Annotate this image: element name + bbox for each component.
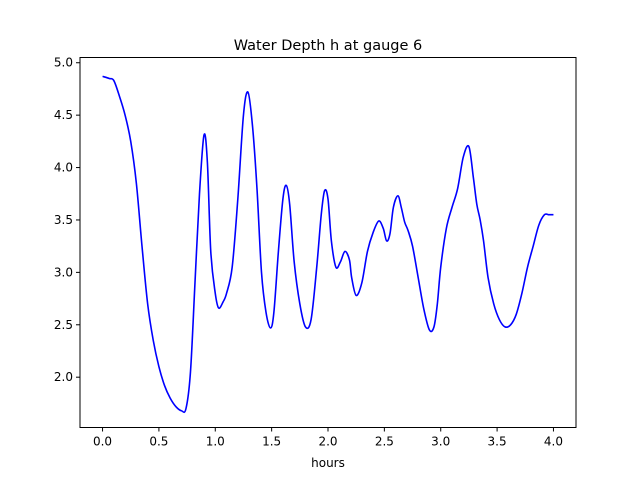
- x-tick-label: 3.0: [431, 435, 450, 449]
- y-tick-label: 5.0: [54, 56, 73, 70]
- y-axis-ticks: 2.0 2.5 3.0 3.5 4.0 4.5 5.0: [54, 56, 80, 384]
- x-tick-label: 4.0: [544, 435, 563, 449]
- x-axis-label: hours: [311, 456, 345, 470]
- x-tick-label: 3.5: [488, 435, 507, 449]
- x-tick-label: 0.0: [93, 435, 112, 449]
- y-tick-label: 2.0: [54, 370, 73, 384]
- y-tick-label: 4.5: [54, 108, 73, 122]
- x-tick-label: 2.5: [375, 435, 394, 449]
- series-line: [102, 75, 554, 414]
- x-axis-ticks: 0.0 0.5 1.0 1.5 2.0 2.5 3.0 3.5 4.0: [93, 427, 563, 449]
- y-tick-label: 2.5: [54, 318, 73, 332]
- plot-area-frame: [79, 57, 577, 428]
- x-tick-label: 0.5: [149, 435, 168, 449]
- y-tick-label: 3.5: [54, 213, 73, 227]
- chart-title: Water Depth h at gauge 6: [234, 38, 422, 54]
- x-tick-label: 2.0: [318, 435, 337, 449]
- x-tick-label: 1.5: [262, 435, 281, 449]
- series-layer: [102, 75, 554, 414]
- y-tick-label: 3.0: [54, 265, 73, 279]
- y-tick-label: 4.0: [54, 161, 73, 175]
- x-tick-label: 1.0: [206, 435, 225, 449]
